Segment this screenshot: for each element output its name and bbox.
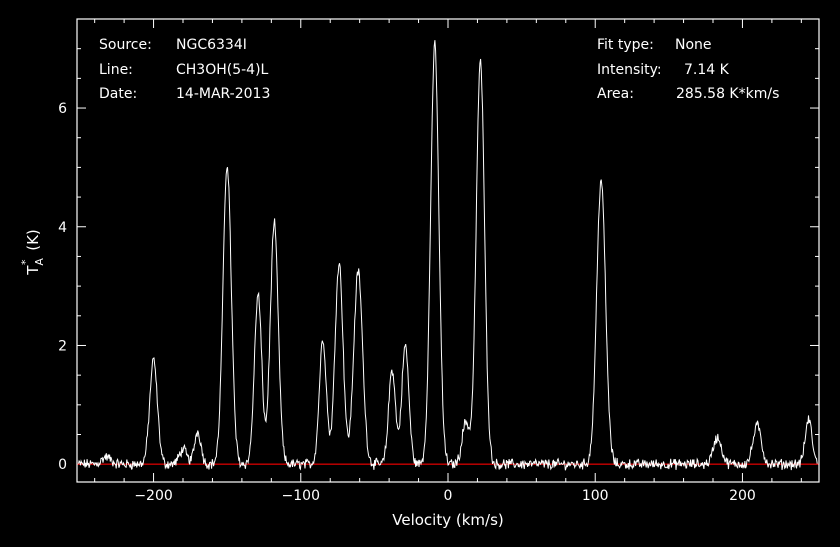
x-axis-label: Velocity (km/s) <box>392 511 503 529</box>
y-tick-label: 0 <box>58 457 67 473</box>
svg-text:TA* (K): TA* (K) <box>19 229 46 276</box>
x-tick-label: −200 <box>134 488 172 504</box>
fit-type-value: None <box>675 37 712 53</box>
date-key: Date: <box>99 86 138 102</box>
x-tick-label: 100 <box>582 488 609 504</box>
area-key: Area: <box>597 86 634 102</box>
x-tick-label: 0 <box>444 488 453 504</box>
x-tick-label: 200 <box>729 488 756 504</box>
x-tick-label: −100 <box>282 488 320 504</box>
intensity-value: 7.14 K <box>684 62 729 78</box>
line-value: CH3OH(5-4)L <box>176 62 269 78</box>
plot-frame <box>76 18 820 483</box>
source-key: Source: <box>99 37 152 53</box>
y-tick-label: 6 <box>58 101 67 117</box>
source-value: NGC6334I <box>176 37 247 53</box>
spectrum-line <box>78 40 818 471</box>
line-key: Line: <box>99 62 133 78</box>
y-tick-label: 4 <box>58 220 67 236</box>
y-tick-label: 2 <box>58 338 67 354</box>
tick-labels: −200 −100 0 100 200 0 2 4 6 <box>58 101 756 504</box>
area-value: 285.58 K*km/s <box>676 86 780 102</box>
intensity-key: Intensity: <box>597 62 662 78</box>
y-axis-label: TA* (K) <box>19 229 46 276</box>
axis-ticks <box>77 19 819 482</box>
date-value: 14-MAR-2013 <box>176 86 271 102</box>
fit-type-key: Fit type: <box>597 37 654 53</box>
